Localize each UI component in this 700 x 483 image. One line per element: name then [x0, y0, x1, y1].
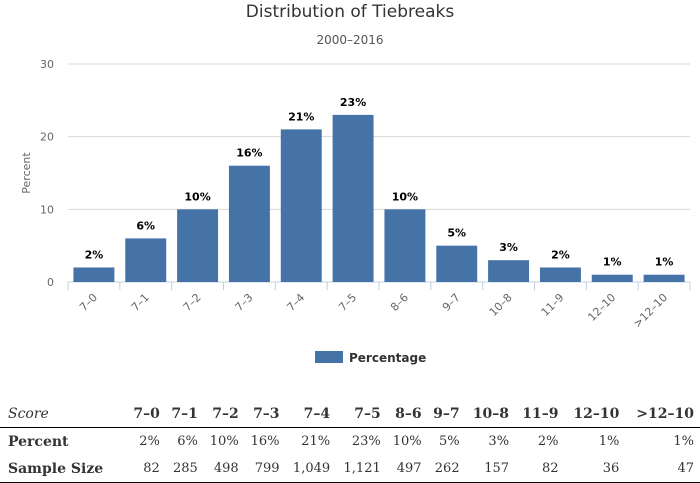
stats-table: Score 7–0 7–1 7–2 7–3 7–4 7–5 8–6 9–7 10–8 11–9 12…: [0, 400, 700, 483]
table-cell: 498: [213, 461, 239, 476]
data-label: 21%: [288, 110, 314, 123]
table-column-header: 9–7: [433, 405, 460, 422]
legend-label: Percentage: [349, 351, 426, 365]
table-cell: 2%: [139, 434, 160, 449]
table-cell: 21%: [301, 434, 331, 449]
table-column-header: 7–0: [133, 405, 160, 422]
bar: [539, 267, 581, 282]
table-cell: 23%: [351, 434, 381, 449]
bar: [280, 129, 322, 282]
table-row: Percent 2% 6% 10% 16% 21% 23% 10% 5% 3% 2% 1% 1%: [0, 428, 700, 456]
x-tick-label: 12–10: [585, 291, 618, 324]
x-tick-label: 7–4: [284, 291, 307, 314]
data-label: 3%: [499, 241, 518, 254]
data-label: 16%: [236, 147, 262, 160]
x-tick-label: 9–7: [440, 291, 463, 314]
table-cell: 2%: [537, 434, 559, 449]
table-header-label: Score: [8, 405, 49, 422]
x-tick-label: 7–3: [233, 291, 256, 314]
table-cell: 3%: [488, 434, 510, 449]
chart-subtitle: 2000–2016: [316, 33, 384, 47]
table-cell: 799: [254, 461, 280, 476]
data-label: 2%: [85, 248, 104, 261]
data-label: 10%: [184, 190, 210, 203]
data-label: 23%: [340, 96, 366, 109]
table-cell: 497: [396, 461, 422, 476]
data-label: 10%: [392, 190, 418, 203]
bar: [591, 274, 633, 282]
table-cell: 10%: [209, 434, 239, 449]
bar: [332, 114, 374, 282]
table-cell: 1%: [598, 434, 620, 449]
x-tick-label: 7–0: [77, 291, 100, 314]
legend-swatch: [315, 351, 343, 363]
y-tick-label: 20: [40, 131, 54, 144]
table-cell: 1%: [673, 434, 694, 449]
table-cell: 36: [602, 461, 620, 476]
table-cell: 1,049: [292, 461, 331, 476]
chart-title: Distribution of Tiebreaks: [245, 2, 455, 22]
x-tick-label: 8–6: [388, 291, 411, 314]
table-column-header: 12–10: [573, 405, 620, 422]
x-tick-label: 7–2: [181, 291, 204, 314]
table-row-label: Sample Size: [8, 460, 104, 477]
y-tick-label: 30: [40, 58, 54, 71]
y-tick-label: 10: [40, 203, 54, 216]
table-column-header: 7–2: [212, 405, 239, 422]
table-body: Percent 2% 6% 10% 16% 21% 23% 10% 5% 3% 2% 1% 1% Samp…: [0, 428, 700, 483]
data-label: 2%: [551, 248, 570, 261]
table-cell: 47: [677, 461, 694, 476]
table-cell: 16%: [250, 434, 280, 449]
table-cell: 5%: [438, 434, 460, 449]
table-column-header: 8–6: [395, 405, 422, 422]
x-tick-label: 10–8: [487, 291, 515, 319]
bar: [125, 238, 167, 282]
table-header-row: Score 7–0 7–1 7–2 7–3 7–4 7–5 8–6 9–7 10–8 11–9 12…: [0, 400, 700, 428]
bar: [436, 245, 478, 282]
table-cell: 285: [173, 461, 198, 476]
table-column-header: 7–5: [354, 405, 381, 422]
table-cell: 157: [484, 461, 510, 476]
table-column-header: 7–4: [303, 405, 331, 422]
table-column-header: 7–3: [253, 405, 280, 422]
table-row: Sample Size 82 285 498 799 1,049 1,121 497 262 15…: [0, 455, 700, 483]
table-cell: 10%: [392, 434, 422, 449]
data-label: 1%: [603, 256, 622, 269]
y-axis-title: Percent: [20, 152, 33, 194]
table-column-header: 7–1: [171, 405, 198, 422]
bar: [643, 274, 685, 282]
table-cell: 82: [541, 461, 559, 476]
table-cell: 262: [434, 461, 460, 476]
bar: [488, 260, 530, 282]
x-tick-label: >12–10: [631, 291, 670, 330]
bar: [384, 209, 426, 282]
bar: [177, 209, 219, 282]
table-row-label: Percent: [8, 433, 69, 450]
table-cell: 6%: [177, 434, 198, 449]
data-label: 1%: [655, 256, 674, 269]
x-tick-label: 7–5: [336, 291, 359, 314]
bar: [228, 165, 270, 282]
table-column-header: 11–9: [522, 405, 559, 422]
table-column-header: >12–10: [636, 405, 694, 422]
table-cell: 82: [143, 461, 160, 476]
x-tick-label: 11–9: [539, 291, 567, 319]
data-label: 6%: [136, 219, 155, 232]
table-cell: 1,121: [343, 461, 381, 476]
data-label: 5%: [447, 227, 466, 240]
y-tick-label: 0: [47, 276, 54, 289]
x-tick-label: 7–1: [129, 291, 152, 314]
bar: [73, 267, 115, 282]
table-column-header: 10–8: [472, 405, 510, 422]
bar-chart: 0 10 20 30 Percent 2% 7–0 6% 7–1 10% 7–2 16% 7–3 21% 7…: [20, 58, 691, 365]
